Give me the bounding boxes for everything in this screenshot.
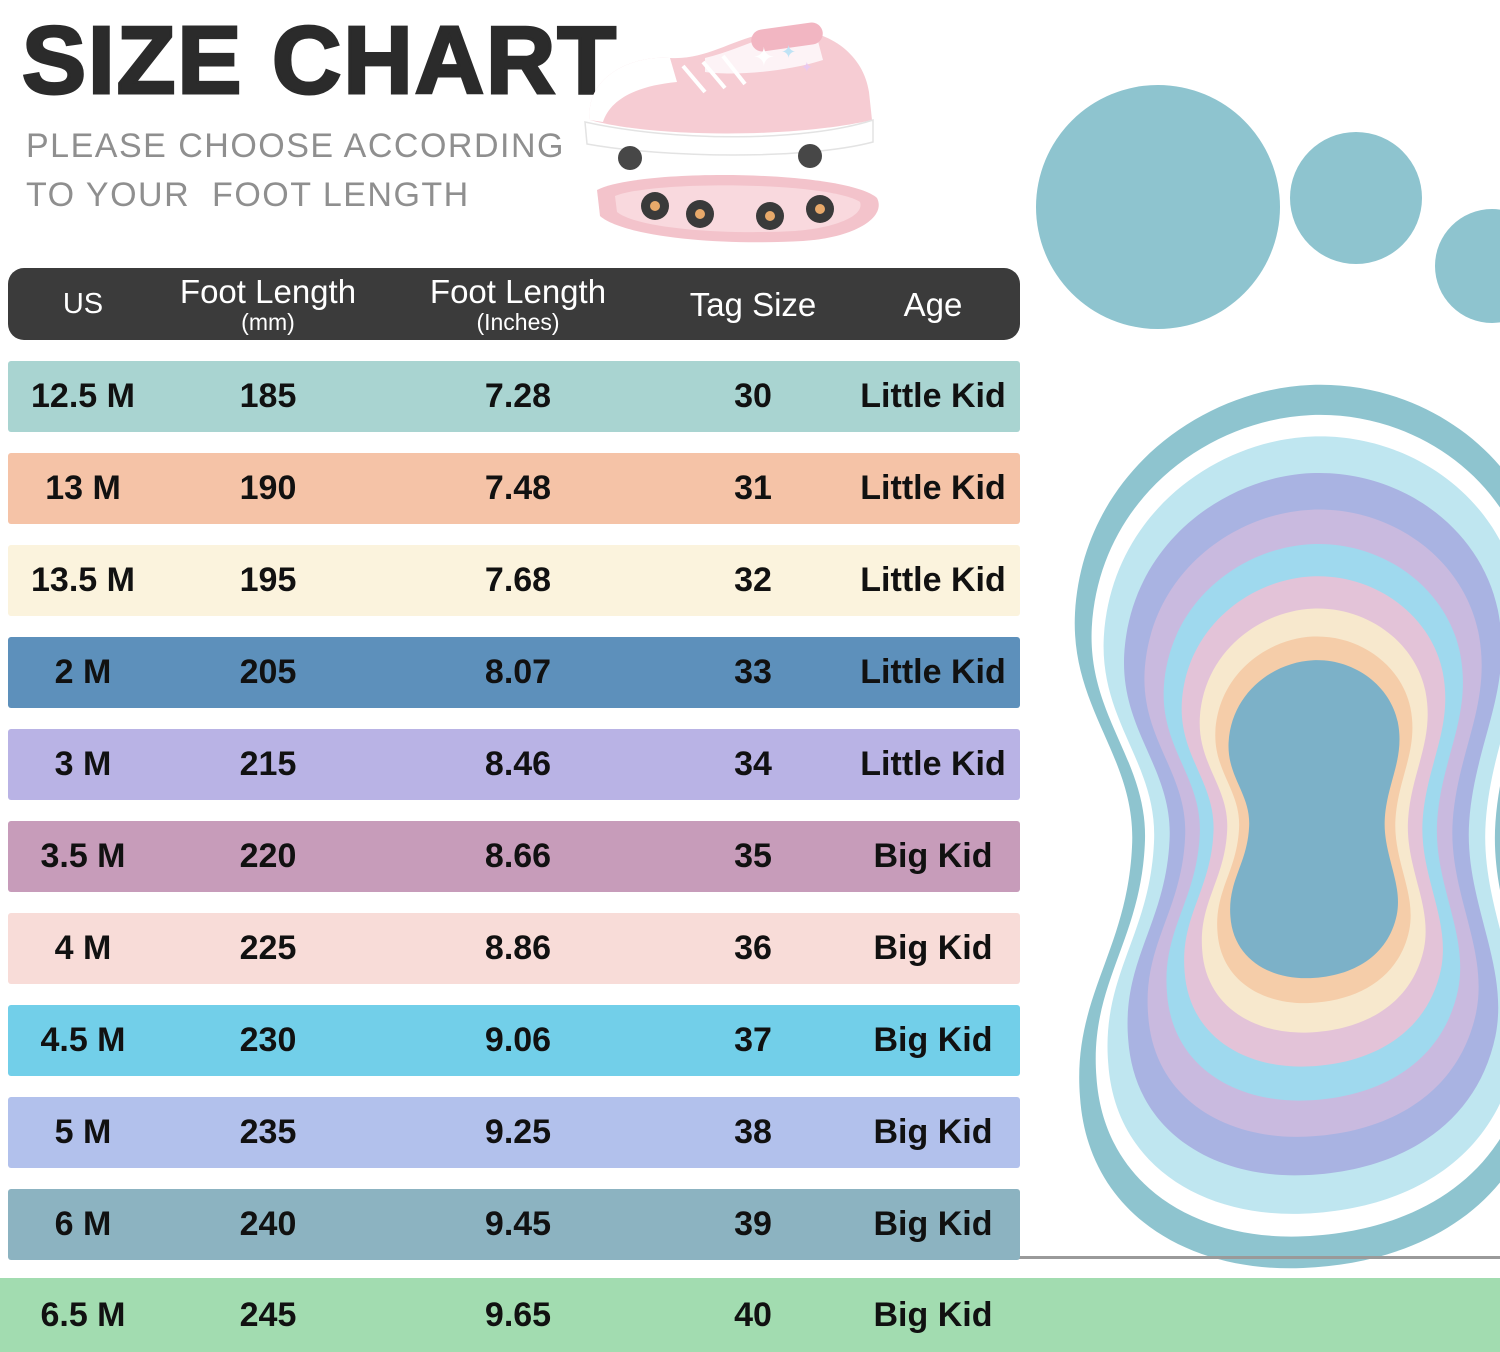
cell-mm: 240 [239,1205,297,1243]
cell-us: 12.5 M [31,377,135,415]
cell-age: Little Kid [860,469,1006,507]
cell-mm: 195 [239,561,297,599]
cell-tag: 32 [734,561,772,599]
cell-mm: 225 [239,929,297,967]
header-label: Tag Size [689,285,817,323]
cell-mm: 235 [239,1113,297,1151]
cell-age: Big Kid [873,1113,993,1151]
header-label: US [62,287,104,320]
cell-mm: 245 [239,1295,297,1334]
table-row: 6 M 240 9.45 39 Big Kid [8,1189,1020,1260]
cell-mm: 190 [239,469,297,507]
cell-age: Little Kid [860,745,1006,783]
cell-tag: 33 [734,653,772,691]
small-toe-circle [1435,209,1500,323]
cell-age: Big Kid [873,1205,993,1243]
table-row: 6.5 M 245 9.65 40 Big Kid [0,1278,1500,1352]
mid-toe-circle [1290,132,1422,264]
header-cell-tag-size: Tag Size [658,288,848,321]
cell-age: Big Kid [873,1021,993,1059]
cell-us: 13 M [45,469,121,507]
cell-us: 6.5 M [40,1295,126,1334]
header-label: Foot Length [429,272,607,310]
cell-tag: 38 [734,1113,772,1151]
table-row: 3 M 215 8.46 34 Little Kid [8,729,1020,800]
cell-mm: 185 [239,377,297,415]
cell-inches: 9.25 [484,1113,552,1151]
table-row: 3.5 M 220 8.66 35 Big Kid [8,821,1020,892]
cell-tag: 34 [734,745,772,783]
table-row: 5 M 235 9.25 38 Big Kid [8,1097,1020,1168]
cell-mm: 205 [239,653,297,691]
cell-us: 6 M [54,1205,112,1243]
footprint-graphic [1036,85,1500,1269]
header-label: Age [903,285,963,323]
big-toe-circle [1036,85,1280,329]
footprint-underline [1005,1256,1500,1259]
header-cell-foot-length-mm: Foot Length (mm) [158,275,378,334]
cell-inches: 9.65 [484,1295,552,1334]
cell-inches: 8.86 [484,929,552,967]
cell-us: 2 M [54,653,112,691]
cell-mm: 215 [239,745,297,783]
cell-inches: 8.66 [484,837,552,875]
cell-tag: 35 [734,837,772,875]
cell-inches: 8.07 [484,653,552,691]
table-row: 2 M 205 8.07 33 Little Kid [8,637,1020,708]
table-row: 12.5 M 185 7.28 30 Little Kid [8,361,1020,432]
cell-age: Big Kid [873,837,993,875]
table-header-row: US Foot Length (mm) Foot Length (Inches)… [8,268,1020,340]
cell-age: Little Kid [860,377,1006,415]
cell-us: 3 M [54,745,112,783]
table-row: 4.5 M 230 9.06 37 Big Kid [8,1005,1020,1076]
cell-inches: 7.28 [484,377,552,415]
cell-age: Little Kid [860,561,1006,599]
cell-tag: 39 [734,1205,772,1243]
table-row: 13 M 190 7.48 31 Little Kid [8,453,1020,524]
cell-us: 4 M [54,929,112,967]
cell-tag: 40 [734,1295,772,1334]
header-label: Foot Length [179,272,357,310]
cell-age: Big Kid [873,1295,993,1334]
cell-us: 5 M [54,1113,112,1151]
svg-text:✦: ✦ [781,42,796,62]
cell-mm: 230 [239,1021,297,1059]
cell-inches: 7.48 [484,469,552,507]
cell-tag: 30 [734,377,772,415]
cell-us: 13.5 M [31,561,135,599]
cell-inches: 8.46 [484,745,552,783]
header-cell-us: US [8,287,158,320]
header-sublabel: (mm) [241,308,295,335]
page-title: SIZE CHART [21,6,618,116]
svg-text:✦: ✦ [753,42,775,72]
cell-mm: 220 [239,837,297,875]
cell-tag: 37 [734,1021,772,1059]
table-row: 4 M 225 8.86 36 Big Kid [8,913,1020,984]
cell-inches: 9.06 [484,1021,552,1059]
cell-inches: 9.45 [484,1205,552,1243]
cell-tag: 36 [734,929,772,967]
header-sublabel: (Inches) [476,308,560,335]
roller-shoe-image: ✦ ✦ ✦ [584,22,879,243]
cell-us: 4.5 M [40,1021,126,1059]
page-subtitle: PLEASE CHOOSE ACCORDING TO YOUR FOOT LEN… [26,127,565,215]
svg-text:✦: ✦ [801,59,813,75]
header-cell-foot-length-inches: Foot Length (Inches) [378,275,658,334]
cell-inches: 7.68 [484,561,552,599]
table-row: 13.5 M 195 7.68 32 Little Kid [8,545,1020,616]
cell-age: Little Kid [860,653,1006,691]
cell-us: 3.5 M [40,837,126,875]
cell-tag: 31 [734,469,772,507]
size-table: US Foot Length (mm) Foot Length (Inches)… [8,268,1020,1260]
header-cell-age: Age [848,288,1018,321]
cell-age: Big Kid [873,929,993,967]
